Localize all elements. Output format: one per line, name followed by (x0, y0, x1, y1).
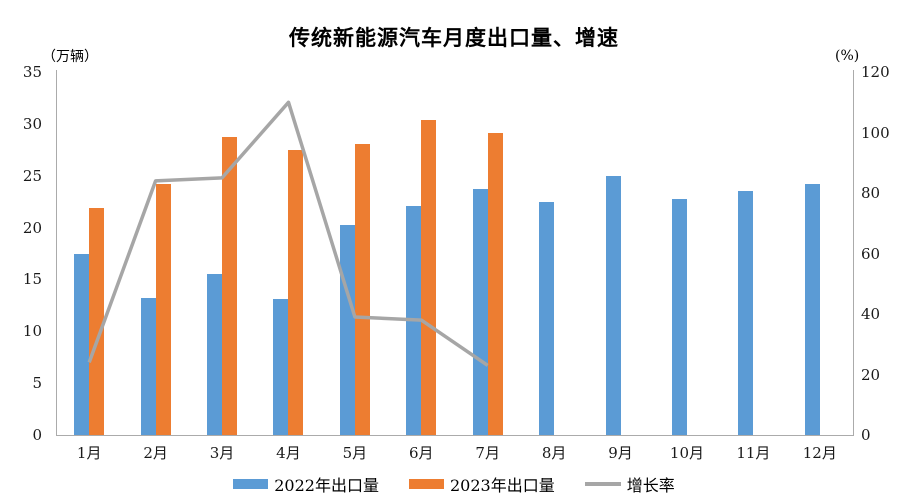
bar-2022年出口量 (140, 298, 156, 435)
y-axis-right-line (853, 70, 854, 436)
bar-2022年出口量 (406, 205, 422, 435)
left-axis-tick: 15 (22, 270, 42, 289)
x-axis-label: 11月 (736, 444, 771, 462)
right-axis-tick: 100 (861, 123, 890, 142)
bar-2022年出口量 (671, 198, 687, 435)
x-axis-label: 6月 (409, 444, 434, 462)
bar-2023年出口量 (288, 149, 304, 435)
legend-item-2022年出口量: 2022年出口量 (233, 472, 379, 496)
legend-swatch-bar (233, 479, 269, 489)
bar-2022年出口量 (605, 175, 621, 435)
left-axis-tick: 20 (22, 218, 42, 237)
legend-swatch-bar (408, 479, 444, 489)
left-axis-tick: 35 (22, 63, 42, 81)
bar-2022年出口量 (539, 201, 555, 435)
bar-2023年出口量 (222, 137, 238, 435)
x-axis-label: 1月 (76, 444, 102, 462)
right-axis-tick: 0 (861, 426, 871, 444)
bar-2022年出口量 (804, 184, 820, 435)
y-axis-left-line (56, 70, 57, 436)
bar-2023年出口量 (421, 119, 437, 435)
x-axis-label: 2月 (143, 444, 168, 462)
bar-2022年出口量 (472, 189, 488, 435)
x-axis-label: 12月 (802, 444, 837, 462)
left-axis-tick: 5 (32, 374, 42, 393)
bar-2023年出口量 (155, 184, 171, 435)
bar-2023年出口量 (354, 143, 370, 435)
chart-legend: 2022年出口量 2023年出口量 增长率 (0, 472, 908, 496)
x-axis-label: 4月 (276, 444, 301, 462)
x-axis-label: 5月 (342, 444, 368, 462)
right-axis-tick: 40 (861, 305, 881, 323)
legend-item-增长率: 增长率 (584, 472, 675, 496)
bar-2022年出口量 (207, 274, 223, 435)
legend-label: 增长率 (626, 476, 675, 495)
legend-swatch-line (584, 482, 621, 486)
right-axis-unit: (%) (835, 48, 860, 64)
right-axis-tick: 120 (861, 63, 890, 81)
left-axis-tick: 10 (22, 322, 42, 341)
legend-label: 2023年出口量 (449, 476, 555, 495)
left-axis-tick: 30 (22, 114, 42, 133)
bar-2022年出口量 (738, 191, 754, 435)
left-axis-tick: 25 (22, 166, 42, 185)
bar-2023年出口量 (487, 133, 503, 435)
bar-2023年出口量 (89, 207, 105, 435)
x-axis-label: 9月 (608, 444, 633, 462)
bar-2022年出口量 (74, 253, 90, 435)
x-axis-label: 3月 (209, 444, 235, 462)
right-axis-tick: 20 (861, 365, 881, 384)
chart-title: 传统新能源汽车月度出口量、增速 (289, 25, 619, 50)
right-axis-tick: 60 (861, 244, 881, 263)
right-axis-tick: 80 (861, 184, 881, 202)
left-axis-tick: 0 (32, 426, 42, 444)
x-axis-label: 8月 (541, 444, 567, 462)
x-axis-label: 7月 (475, 444, 500, 462)
bar-2022年出口量 (339, 225, 355, 435)
legend-item-2023年出口量: 2023年出口量 (408, 472, 555, 496)
bar-2022年出口量 (273, 299, 289, 435)
left-axis-unit: （万辆） (42, 49, 98, 65)
x-axis-label: 10月 (669, 444, 704, 462)
x-axis-line (56, 435, 854, 436)
legend-label: 2022年出口量 (274, 476, 379, 495)
